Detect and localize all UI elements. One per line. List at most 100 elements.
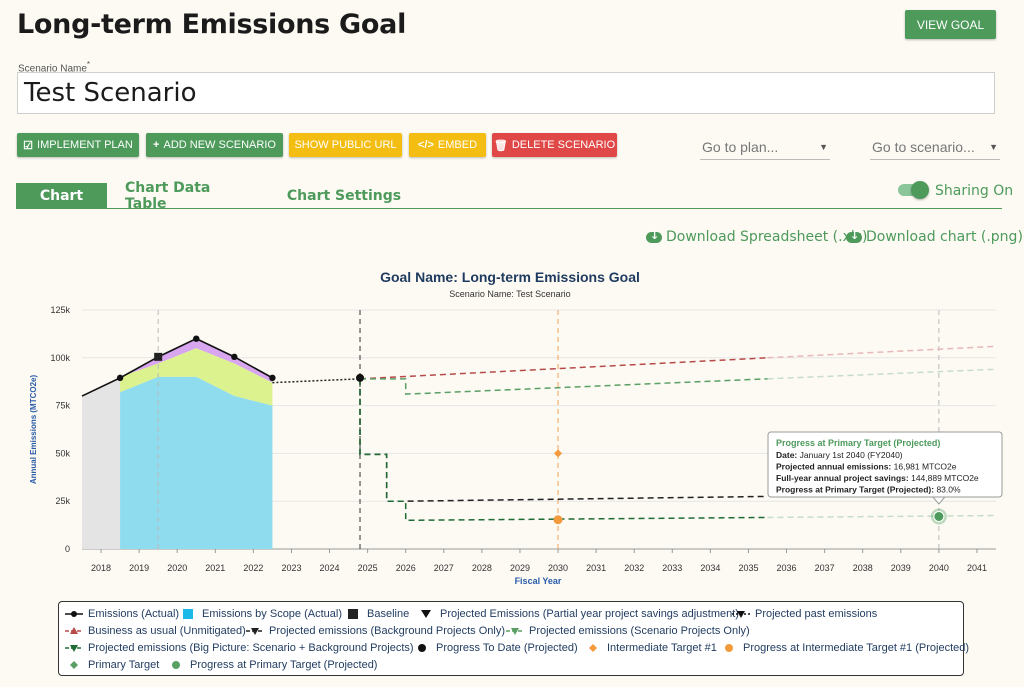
delete-scenario-label: DELETE SCENARIO [511,139,616,151]
x-tick-label: 2035 [738,563,758,573]
download-spreadsheet-label: Download Spreadsheet (.xls) [666,229,868,245]
tooltip-box [767,431,1003,498]
scenario-name-value: Test Scenario [24,78,197,108]
scenario-name-input[interactable]: Test Scenario [17,72,995,114]
download-chart-label: Download chart (.png) [866,229,1023,245]
tooltip-row: Full-year annual project savings: 144,88… [776,473,979,483]
add-new-scenario-button[interactable]: + ADD NEW SCENARIO [146,133,283,157]
tooltip-pointer [931,496,946,505]
embed-button[interactable]: </> EMBED [409,133,486,157]
legend-item[interactable]: Business as usual (Unmitigated) [64,625,246,637]
toggle-knob[interactable] [911,181,929,199]
big-picture-line [359,378,768,522]
legend-item[interactable]: Emissions (Actual) [64,608,179,620]
go-to-scenario-placeholder: Go to scenario... [872,138,975,155]
tooltip-row: Projected annual emissions: 16,981 MTCO2… [776,462,957,472]
chart-legend: Emissions (Actual) Emissions by Scope (Ac… [58,601,969,676]
line-dot-black-icon [65,611,83,617]
check-square-icon: ☑ [23,139,34,152]
primary-progress-marker [933,510,945,522]
legend-item[interactable]: Projected emissions (Scenario Projects O… [505,625,750,637]
dotted-triangle-black-icon [732,611,750,618]
legend-item[interactable]: Baseline [343,608,409,620]
cloud-download-icon [646,229,662,243]
tab-chart-data-table[interactable]: Chart Data Table [125,180,211,212]
legend-label: Primary Target [88,659,160,671]
dash-triangle-black-icon [246,628,264,635]
legend-label: Progress To Date (Projected) [436,642,578,654]
x-tick-label: 2026 [396,563,416,573]
actual-emissions-point [116,374,124,382]
chart-subtitle: Scenario Name: Test Scenario [449,289,570,299]
x-tick-label: 2041 [967,563,987,573]
legend-item[interactable]: Projected past emissions [731,608,877,620]
legend-label: Intermediate Target #1 [607,642,717,654]
scenario-only-line-faded [767,368,997,380]
tooltip-row-label: Projected annual emissions: [776,462,894,472]
legend-label: Projected Emissions (Partial year projec… [440,608,739,620]
x-tick-label: 2021 [205,563,225,573]
download-chart-link[interactable]: Download chart (.png) [846,229,1023,245]
go-to-plan-select[interactable]: Go to plan... ▼ [700,134,830,160]
implement-plan-button[interactable]: ☑ IMPLEMENT PLAN [17,133,139,157]
legend-item[interactable]: Emissions by Scope (Actual) [178,608,342,620]
square-cyan-icon [183,609,193,619]
legend-item[interactable]: Progress at Primary Target (Projected) [166,659,377,671]
projected-past-line [272,378,361,384]
view-goal-button[interactable]: VIEW GOAL [905,10,996,39]
legend-item[interactable]: Progress To Date (Projected) [412,642,578,654]
tabs-underline [16,208,1002,209]
legend-item[interactable]: Progress at Intermediate Target #1 (Proj… [719,642,969,654]
actual-emissions-point [269,374,276,382]
big-picture-line-faded [767,514,997,519]
circle-black-icon [418,644,426,652]
legend-item[interactable]: Projected emissions (Big Picture: Scenar… [64,642,414,654]
y-tick-label: 0 [65,544,70,554]
code-icon: </> [417,139,434,151]
diamond-orange-icon [589,644,597,652]
delete-scenario-button[interactable]: 🗑 DELETE SCENARIO [492,133,617,157]
scope3-area [120,338,273,383]
legend-label: Progress at Primary Target (Projected) [190,659,378,671]
tab-chart[interactable]: Chart [16,183,107,209]
legend-item[interactable]: Projected emissions (Background Projects… [245,625,505,637]
x-tick-label: 2019 [129,563,149,573]
x-tick-label: 2024 [320,563,340,573]
dash-triangle-darkgreen-icon [65,645,83,652]
background-only-line [359,378,768,502]
scenario-only-line [360,378,768,395]
x-tick-label: 2036 [777,563,797,573]
tooltip-row-value: 83.0% [936,485,961,495]
tooltip-row-label: Date: [776,450,800,460]
square-black-icon [348,609,358,619]
tab-chart-settings[interactable]: Chart Settings [286,188,402,204]
x-tick-label: 2033 [662,563,682,573]
x-axis-label: Fiscal Year [515,576,562,586]
legend-label: Projected emissions (Scenario Projects O… [529,625,750,637]
x-tick-label: 2022 [243,563,263,573]
bau-line [359,357,768,380]
embed-label: EMBED [437,139,478,151]
legend-item[interactable]: Primary Target [64,659,159,671]
legend-item[interactable]: Intermediate Target #1 [583,642,717,654]
page-title: Long-term Emissions Goal [17,9,407,40]
go-to-scenario-select[interactable]: Go to scenario... ▼ [870,134,1000,160]
tooltip-row-value: 144,889 MTCO2e [911,473,979,483]
intermediate-progress-marker [553,515,563,525]
x-tick-label: 2040 [929,563,949,573]
show-public-url-button[interactable]: SHOW PUBLIC URL [289,133,402,157]
x-tick-label: 2020 [167,563,187,573]
emissions-chart[interactable]: Goal Name: Long-term Emissions Goal Scena… [0,258,1024,598]
download-spreadsheet-link[interactable]: Download Spreadsheet (.xls) [646,229,868,245]
bau-line-faded [767,345,997,359]
y-tick-label: 125k [50,305,70,315]
legend-item[interactable]: Projected Emissions (Partial year projec… [416,608,739,620]
tooltip-row: Progress at Primary Target (Projected): … [776,485,961,495]
legend-label: Progress at Intermediate Target #1 (Proj… [743,642,970,654]
circle-green-icon [172,661,180,669]
tooltip-row-value: January 1st 2040 (FY2040) [800,450,903,460]
x-tick-label: 2032 [624,563,644,573]
x-tick-label: 2038 [853,563,873,573]
actual-emissions-point [193,335,200,342]
x-tick-label: 2027 [434,563,454,573]
